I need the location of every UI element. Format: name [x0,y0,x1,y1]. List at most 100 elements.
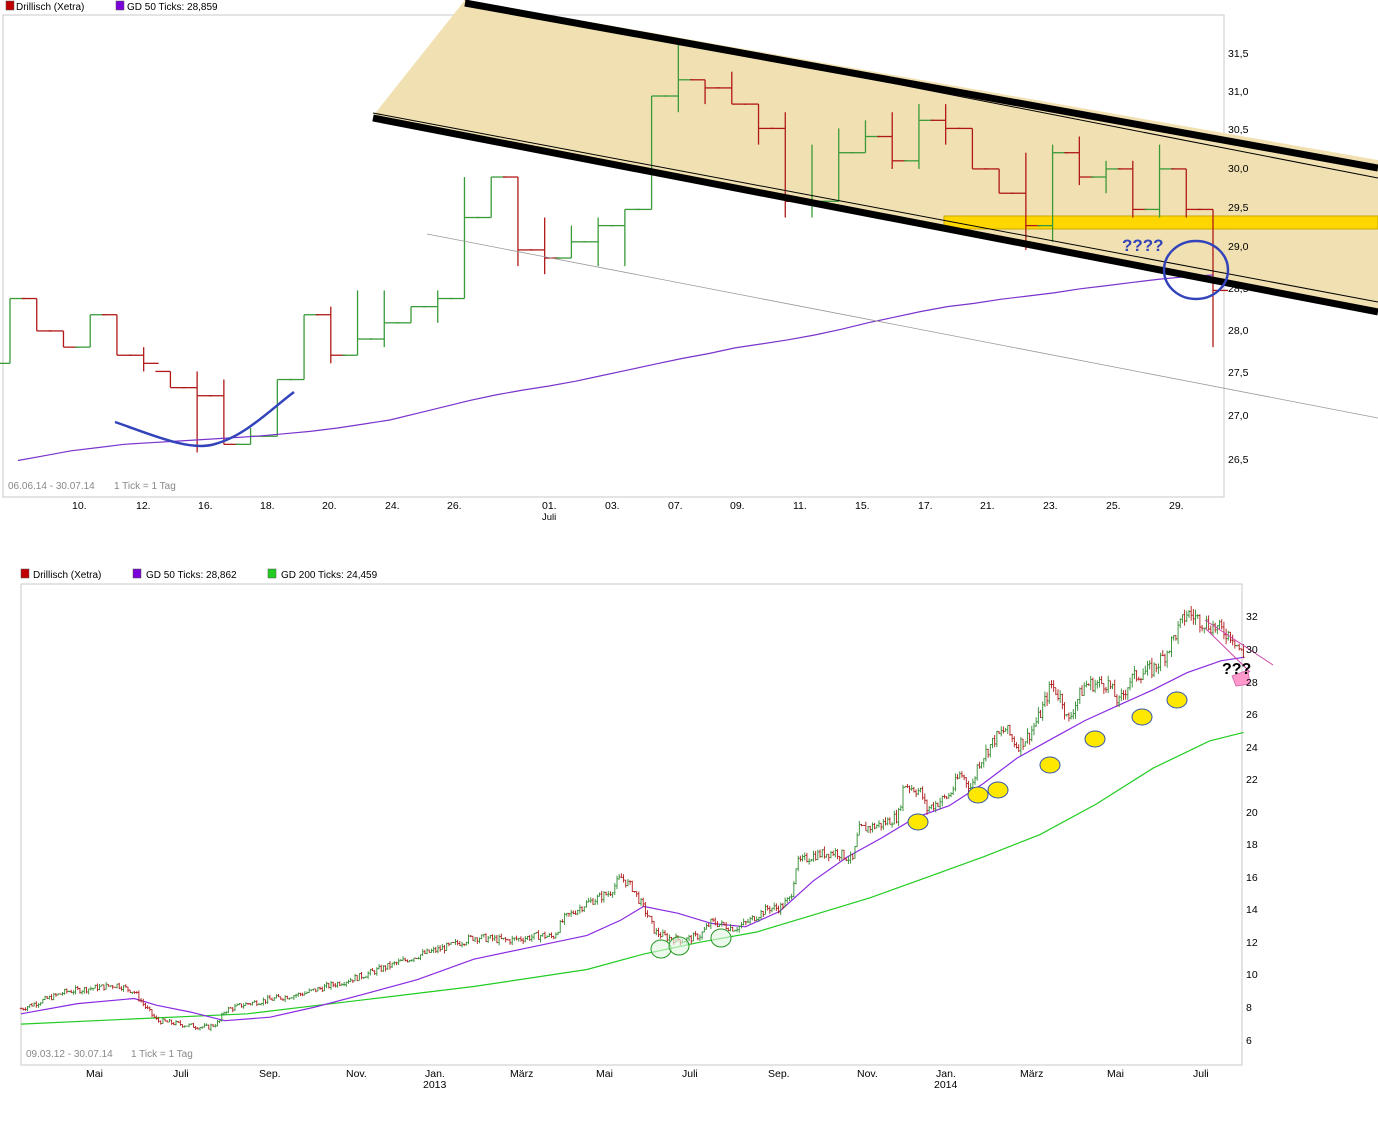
bottom-y-tick-label: 22 [1246,774,1258,786]
top-x-tick-label: 23. [1043,500,1058,512]
sma-touch-marker [1039,756,1061,774]
bottom-ohlc-bar [1242,644,1245,659]
bottom-x-year-label: 2013 [423,1079,447,1091]
bottom-legend-swatch-sma200 [267,568,277,579]
bottom-candles [19,605,1245,1032]
top-legend-sma50: GD 50 Ticks: 28,859 [127,2,218,13]
bottom-yellow-touch-markers [907,691,1188,831]
top-x-tick-label: 09. [730,500,745,512]
bottom-channel-upper-line [1204,619,1274,666]
sma-touch-marker [668,936,690,956]
sma-touch-marker [987,781,1009,799]
top-x-tick-label: 11. [793,500,807,512]
bottom-x-tick-label: Juli [1193,1068,1209,1080]
bottom-y-tick-label: 10 [1246,969,1258,981]
sma-touch-marker [650,939,672,959]
question-marks-annotation: ???? [1122,236,1164,255]
bottom-plot-area [20,583,1243,1066]
bottom-legend-sma200: GD 200 Ticks: 24,459 [281,570,378,581]
bottom-x-tick-label: Jan. [425,1068,445,1080]
channel-lower-thick-line [372,114,1378,316]
sma-touch-marker [1166,691,1188,709]
sma-touch-marker [1131,708,1153,726]
top-x-tick-label: 26. [447,500,462,512]
top-x-tick-label: 20. [322,500,337,512]
top-x-tick-label: 03. [605,500,620,512]
bottom-x-tick-label: Juli [173,1068,189,1080]
top-y-tick-label: 29,0 [1228,241,1249,253]
top-x-tick-label: 24. [385,500,400,512]
bottom-sma50-line [20,656,1244,1022]
top-x-tick-label: 18. [260,500,275,512]
bottom-y-tick-label: 28 [1246,677,1258,689]
top-x-tick-label: 10. [72,500,87,512]
sma-touch-marker [907,813,929,831]
bottom-y-tick-label: 26 [1246,709,1258,721]
trendline-gray [426,233,1378,419]
bottom-legend-sma50: GD 50 Ticks: 28,862 [146,570,237,581]
channel-upper-thin-line [464,0,1378,179]
bottom-x-axis: Mai Juli Sep. Nov. Jan. 2013 März Mai Ju… [86,1068,1209,1091]
bottom-sma200-line [20,731,1244,1025]
bottom-x-tick-label: Mai [1107,1068,1124,1080]
top-x-tick-label: 07. [668,500,683,512]
bottom-legend-price: Drillisch (Xetra) [33,570,101,581]
bottom-x-tick-label: Mai [596,1068,613,1080]
sma-touch-marker [1084,730,1106,748]
top-y-tick-label: 28,5 [1228,283,1249,295]
bottom-x-tick-label: Sep. [768,1068,790,1080]
top-x-tick-label: 25. [1106,500,1121,512]
top-y-tick-label: 30,5 [1228,124,1249,136]
top-chart-panel: Drillisch (Xetra) GD 50 Ticks: 28,859 ??… [0,0,1378,523]
sma-touch-marker [967,786,989,804]
bottom-y-tick-label: 8 [1246,1002,1252,1014]
channel-upper-thick-line [464,0,1378,172]
top-legend-price: Drillisch (Xetra) [16,2,84,13]
top-sma50-line [17,274,1214,462]
top-y-tick-label: 27,0 [1228,410,1249,422]
bottom-y-tick-label: 16 [1246,872,1258,884]
bottom-y-tick-label: 12 [1246,937,1258,949]
top-x-month-label: Juli [542,512,556,523]
top-x-tick-label: 16. [198,500,213,512]
bottom-x-tick-label: Jan. [936,1068,956,1080]
bottom-y-tick-label: 20 [1246,807,1258,819]
bottom-y-tick-label: 18 [1246,839,1258,851]
top-ohlc-bar [128,347,159,372]
bottom-period-label: 09.03.12 - 30.07.14 [26,1049,113,1060]
top-x-tick-label: 15. [855,500,870,512]
bottom-question-marks-annotation: ??? [1222,661,1251,678]
sma-touch-marker [710,928,732,948]
trend-channel-band [373,0,1378,313]
top-x-tick-label: 01. [542,500,557,512]
bottom-y-tick-label: 14 [1246,904,1258,916]
bottom-x-tick-label: Mai [86,1068,103,1080]
top-x-axis: 10. 12. 16. 18. 20. 24. 26. 01. Juli 03.… [72,500,1184,523]
bottom-x-tick-label: Nov. [346,1068,367,1080]
cup-annotation-curve [114,391,295,448]
top-candles [0,39,1228,453]
top-y-axis: 31,5 31,0 30,5 30,0 29,5 29,0 28,5 28,0 … [1228,48,1249,466]
bottom-y-tick-label: 32 [1246,611,1258,623]
bottom-green-touch-markers [650,928,732,959]
top-tick-label: 1 Tick = 1 Tag [114,481,176,492]
top-x-tick-label: 17. [918,500,933,512]
top-y-tick-label: 31,5 [1228,48,1249,60]
bottom-y-tick-label: 24 [1246,742,1258,754]
top-x-tick-label: 21. [980,500,995,512]
bottom-x-tick-label: Juli [682,1068,698,1080]
bottom-legend-swatch-price [20,568,30,579]
top-y-tick-label: 28,0 [1228,325,1249,337]
top-x-tick-label: 29. [1169,500,1184,512]
top-y-tick-label: 31,0 [1228,86,1249,98]
bottom-y-tick-label: 6 [1246,1035,1252,1047]
top-y-tick-label: 30,0 [1228,163,1249,175]
bottom-x-tick-label: Nov. [857,1068,878,1080]
top-legend-swatch-price [5,0,15,11]
bottom-legend-swatch-sma50 [132,568,142,579]
channel-lower-thin-line [372,112,1378,303]
top-legend-swatch-sma50 [115,0,125,11]
bottom-channel-lower-line [1204,627,1251,673]
bottom-tick-label: 1 Tick = 1 Tag [131,1049,193,1060]
